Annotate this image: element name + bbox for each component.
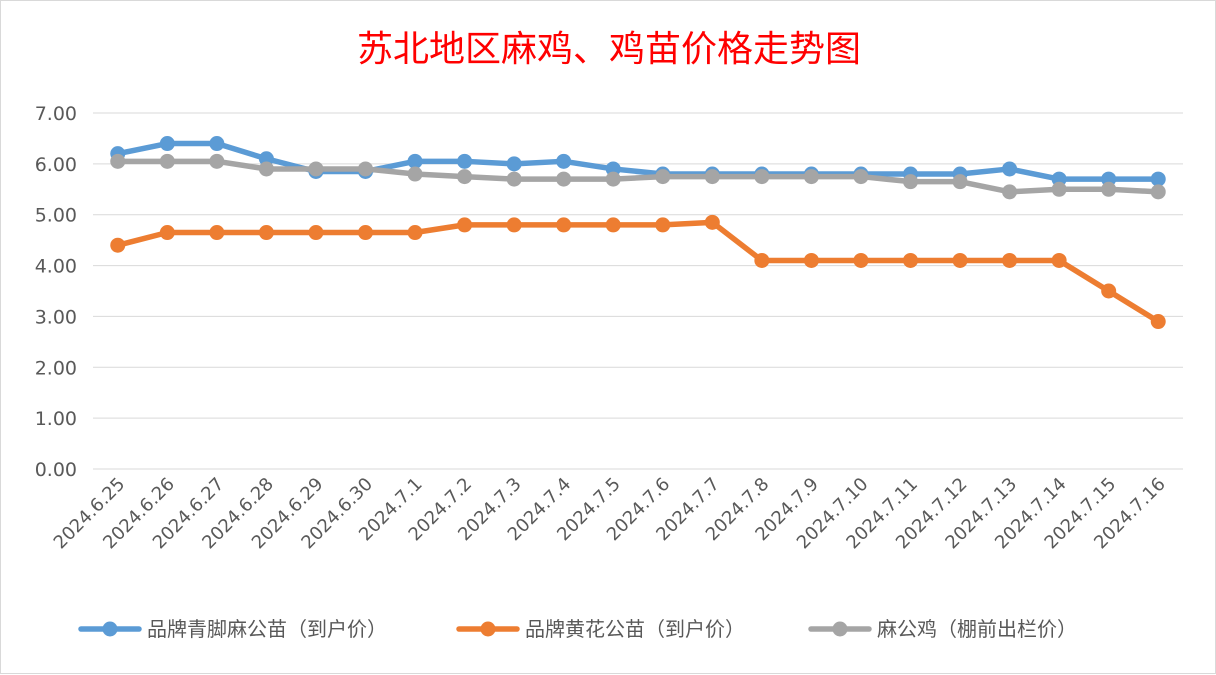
data-point <box>110 153 126 169</box>
data-point <box>457 169 473 185</box>
series-line <box>115 158 1161 195</box>
legend-item: 麻公鸡（棚前出栏价） <box>808 617 1077 641</box>
legend-label: 麻公鸡（棚前出栏价） <box>877 617 1077 641</box>
data-point <box>1150 171 1166 187</box>
data-point <box>754 169 770 185</box>
data-point <box>1002 184 1018 200</box>
data-point <box>952 174 968 190</box>
y-tick-label: 0.00 <box>35 459 77 481</box>
x-axis-ticks: 2024.6.252024.6.262024.6.272024.6.282024… <box>50 474 1170 554</box>
legend-label: 品牌青脚麻公苗（到户价） <box>147 617 387 641</box>
legend-label: 品牌黄花公苗（到户价） <box>525 617 745 641</box>
y-tick-label: 4.00 <box>35 256 77 278</box>
data-point <box>853 169 869 185</box>
data-point <box>1002 252 1018 268</box>
data-point <box>506 171 522 187</box>
series-3 <box>110 153 1166 200</box>
data-point <box>704 169 720 185</box>
legend: 品牌青脚麻公苗（到户价） 品牌黄花公苗（到户价） 麻公鸡（棚前出栏价） <box>78 617 1077 641</box>
legend-dot-marker <box>480 621 496 637</box>
data-point <box>457 217 473 233</box>
data-point <box>952 252 968 268</box>
legend-dot-marker <box>832 621 848 637</box>
data-point <box>209 136 225 152</box>
data-point <box>655 217 671 233</box>
data-point <box>209 225 225 241</box>
series-2 <box>110 214 1166 330</box>
data-point <box>903 252 918 268</box>
series-line <box>115 219 1161 325</box>
data-point <box>704 214 720 230</box>
data-point <box>209 153 225 169</box>
data-point <box>903 174 918 190</box>
data-point <box>308 161 324 177</box>
data-point <box>1002 161 1018 177</box>
data-point <box>159 225 175 241</box>
data-point <box>803 169 819 185</box>
data-point <box>605 171 621 187</box>
data-point <box>159 153 175 169</box>
data-point <box>407 153 423 169</box>
data-point <box>407 166 423 182</box>
data-point <box>556 171 572 187</box>
data-point <box>655 169 671 185</box>
data-point <box>110 237 126 253</box>
series-line <box>115 140 1161 182</box>
data-point <box>258 225 274 241</box>
y-tick-label: 2.00 <box>35 357 77 379</box>
data-point <box>457 153 473 169</box>
data-point <box>556 153 572 169</box>
data-point <box>1051 252 1067 268</box>
data-point <box>1051 181 1067 197</box>
data-point <box>1150 314 1166 330</box>
data-point <box>1101 181 1117 197</box>
legend-item: 品牌青脚麻公苗（到户价） <box>78 617 387 641</box>
legend-dot-marker <box>102 621 118 637</box>
data-point <box>803 252 819 268</box>
data-point <box>159 136 175 152</box>
data-point <box>506 217 522 233</box>
y-tick-label: 3.00 <box>35 306 77 328</box>
data-point <box>358 225 373 241</box>
data-point <box>308 225 324 241</box>
data-point <box>407 225 423 241</box>
y-tick-label: 7.00 <box>35 103 77 125</box>
legend-item: 品牌黄花公苗（到户价） <box>456 617 745 641</box>
chart-title: 苏北地区麻鸡、鸡苗价格走势图 <box>357 29 861 70</box>
data-point <box>853 252 869 268</box>
data-point <box>258 161 274 177</box>
series-lines <box>110 136 1166 330</box>
data-point <box>506 156 522 172</box>
y-tick-label: 6.00 <box>35 154 77 176</box>
data-point <box>1101 283 1117 299</box>
data-point <box>754 252 770 268</box>
y-axis-ticks: 0.00 1.00 2.00 3.00 4.00 5.00 6.00 7.00 <box>35 103 77 481</box>
data-point <box>1150 184 1166 200</box>
gridlines <box>93 112 1183 470</box>
data-point <box>605 217 621 233</box>
y-tick-label: 1.00 <box>35 408 77 430</box>
data-point <box>556 217 572 233</box>
data-point <box>358 161 373 177</box>
y-tick-label: 5.00 <box>35 205 77 227</box>
